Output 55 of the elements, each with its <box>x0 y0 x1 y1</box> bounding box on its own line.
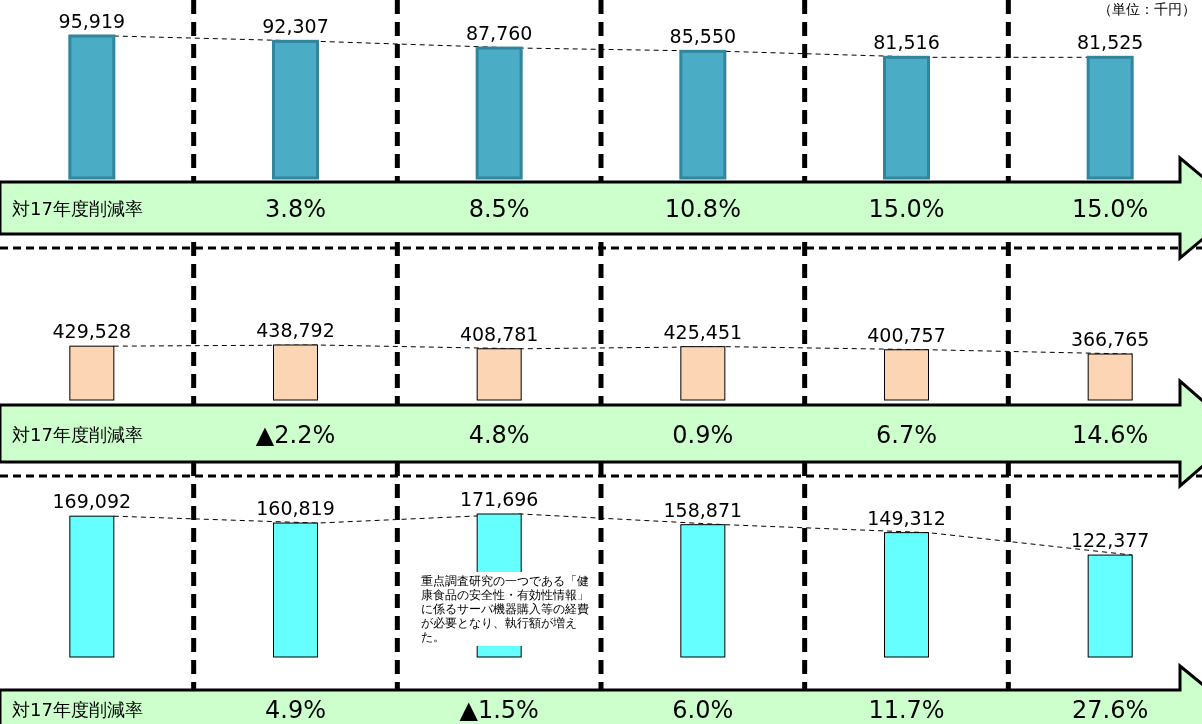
bar <box>1086 55 1134 180</box>
text: 11.7% <box>868 696 945 724</box>
bar <box>883 55 930 180</box>
text: ▲2.2% <box>255 420 336 449</box>
data-label: 408,781 <box>459 322 539 345</box>
bar <box>679 49 727 180</box>
data-label: 169,092 <box>52 490 132 513</box>
text: 8.5% <box>468 195 530 223</box>
bar <box>68 34 116 180</box>
bar <box>273 344 318 401</box>
data-label: 425,451 <box>663 320 743 343</box>
text: 3.8% <box>265 195 326 223</box>
text: 対17年度削減率 <box>12 699 143 720</box>
data-label: 160,819 <box>256 497 335 520</box>
bar <box>475 46 523 180</box>
text: 6.0% <box>672 696 734 724</box>
bar <box>680 346 726 401</box>
text: 14.6% <box>1072 420 1149 449</box>
text: 6.7% <box>876 420 937 449</box>
data-label: 429,528 <box>52 320 132 343</box>
text: 10.8% <box>664 195 741 223</box>
text: 0.9% <box>672 420 734 449</box>
chart-subtitle: （単位：千円） <box>1098 1 1196 17</box>
data-label: 171,696 <box>459 488 539 510</box>
data-label: 400,757 <box>867 323 946 346</box>
text: 4.8% <box>468 420 530 449</box>
data-label: 87,760 <box>465 22 533 45</box>
text: 対17年度削減率 <box>12 198 143 219</box>
bar <box>680 524 726 658</box>
data-label: 122,377 <box>1070 529 1150 552</box>
data-label: 85,550 <box>669 25 737 48</box>
data-label: 81,516 <box>873 31 940 54</box>
bar <box>884 532 929 658</box>
bar <box>1087 353 1133 401</box>
data-label: 438,792 <box>256 319 335 341</box>
text: 15.0% <box>1072 195 1149 223</box>
annotation: 重点調査研究の一つである「健康食品の安全性・有効性情報」に係るサーバ機器購入等の経費が必要となり、執行額が増えた。 <box>417 572 598 646</box>
data-label: 95,919 <box>58 10 126 32</box>
bar <box>884 349 929 401</box>
bar <box>476 348 522 401</box>
bar <box>69 345 115 401</box>
data-label: 92,307 <box>262 15 329 38</box>
text: 対17年度削減率 <box>12 423 143 445</box>
bar <box>69 515 115 658</box>
bar <box>273 522 318 658</box>
text: 27.6% <box>1072 696 1149 724</box>
bar <box>1087 554 1133 658</box>
text: 15.0% <box>868 195 945 223</box>
data-label: 149,312 <box>867 506 946 529</box>
data-label: 158,871 <box>663 498 743 521</box>
text: 4.9% <box>265 696 326 724</box>
data-label: 81,525 <box>1076 31 1144 54</box>
text: ▲1.5% <box>459 696 539 724</box>
bar <box>272 39 319 180</box>
data-label: 366,765 <box>1070 328 1150 351</box>
